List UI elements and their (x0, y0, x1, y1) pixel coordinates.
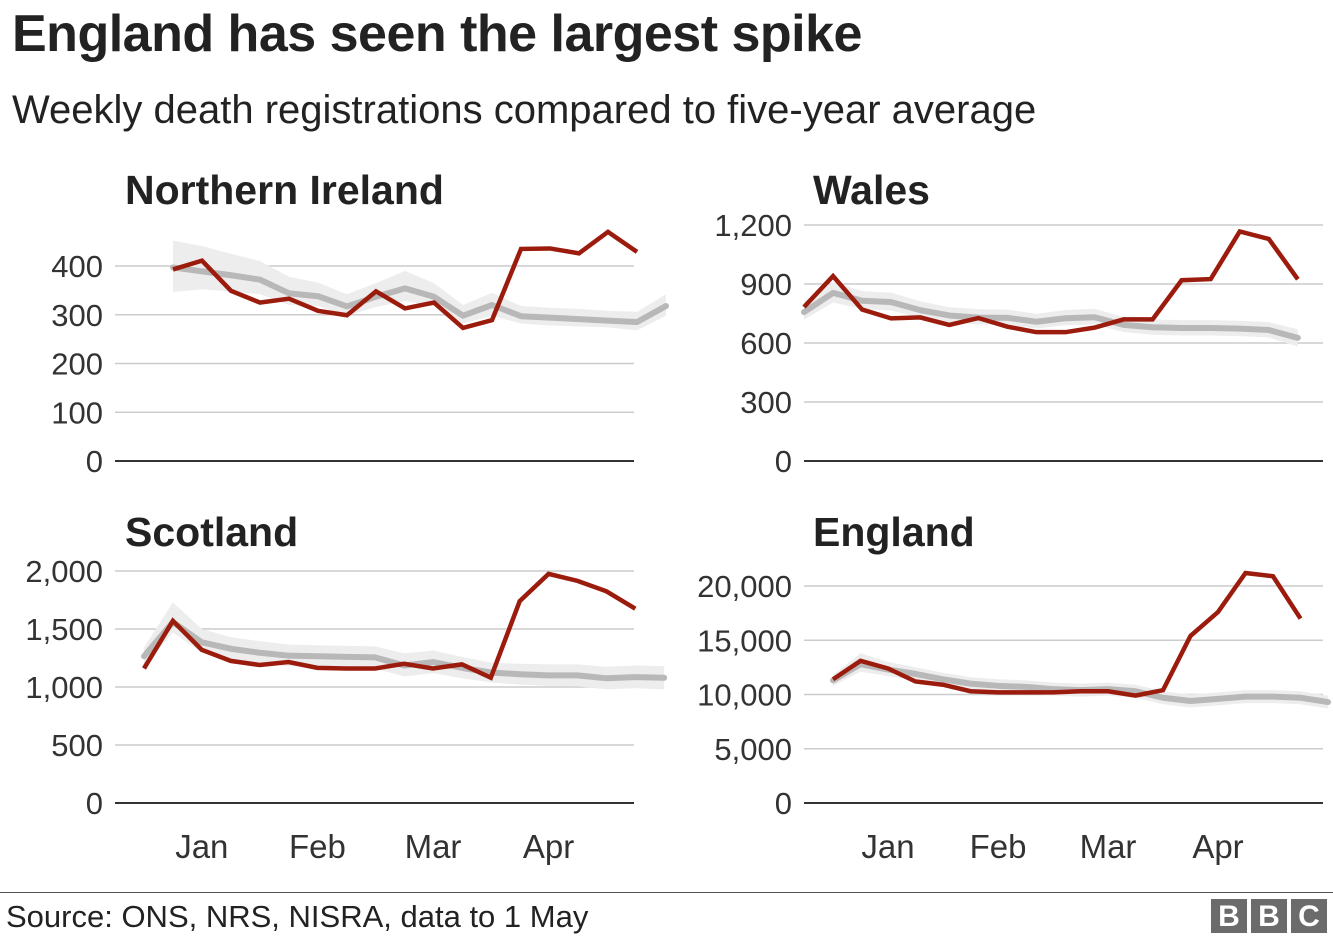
y-tick-label: 500 (51, 728, 103, 763)
y-tick-label: 300 (740, 385, 792, 420)
x-tick-label: Apr (523, 828, 574, 865)
y-tick-label: 0 (775, 786, 792, 821)
bbc-logo: B B C (1211, 899, 1327, 933)
y-tick-label: 15,000 (697, 623, 792, 658)
logo-letter: C (1291, 899, 1327, 933)
five-year-average-line (170, 264, 669, 326)
y-tick-label: 100 (51, 395, 103, 430)
x-tick-label: Mar (405, 828, 462, 865)
weekly-deaths-line (802, 228, 1300, 335)
y-tick-label: 0 (86, 444, 103, 479)
panel-title: Scotland (125, 509, 298, 555)
y-tick-label: 400 (51, 249, 103, 284)
chart-title: England has seen the largest spike (12, 5, 862, 63)
chart-subtitle: Weekly death registrations compared to f… (12, 88, 1037, 132)
y-tick-label: 600 (740, 326, 792, 361)
five-year-range-band (173, 240, 666, 331)
x-tick-label: Feb (970, 828, 1027, 865)
y-tick-label: 200 (51, 347, 103, 382)
y-tick-label: 5,000 (714, 732, 792, 767)
y-tick-label: 20,000 (697, 569, 792, 604)
panel-title: England (813, 509, 975, 555)
logo-letter: B (1211, 899, 1247, 933)
panel-title: Wales (813, 167, 930, 213)
source-note: Source: ONS, NRS, NISRA, data to 1 May (6, 899, 589, 934)
weekly-deaths-line (831, 570, 1303, 698)
y-tick-label: 0 (775, 444, 792, 479)
weekly-deaths-line (142, 571, 637, 681)
panel-title: Northern Ireland (125, 167, 444, 213)
five-year-range-band (833, 653, 1328, 709)
y-tick-label: 2,000 (25, 554, 103, 589)
x-tick-label: Feb (289, 828, 346, 865)
y-tick-label: 300 (51, 298, 103, 333)
x-tick-label: Jan (175, 828, 228, 865)
y-tick-label: 10,000 (697, 678, 792, 713)
five-year-average-line (801, 289, 1301, 341)
weekly-deaths-line (172, 229, 639, 331)
x-tick-label: Mar (1080, 828, 1137, 865)
y-tick-label: 0 (86, 786, 103, 821)
y-tick-label: 1,500 (25, 612, 103, 647)
y-tick-label: 1,000 (25, 670, 103, 705)
five-year-range-band (144, 602, 665, 690)
footer-divider (0, 892, 1333, 893)
y-tick-label: 900 (740, 267, 792, 302)
x-tick-label: Apr (1192, 828, 1243, 865)
x-tick-label: Jan (861, 828, 914, 865)
y-tick-label: 1,200 (714, 208, 792, 243)
logo-letter: B (1251, 899, 1287, 933)
